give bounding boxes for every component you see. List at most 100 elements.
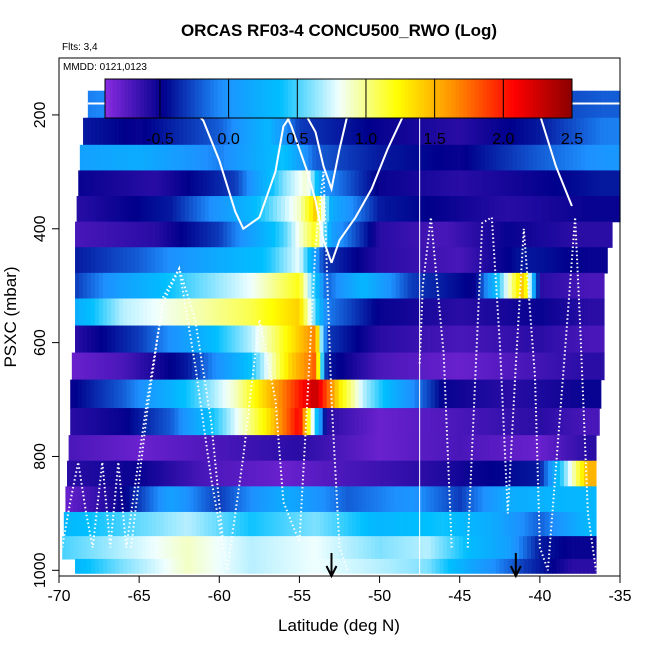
heatmap-cell — [188, 352, 193, 381]
colorbar-swatch — [396, 79, 402, 118]
heatmap-cell — [523, 221, 529, 248]
heatmap-cell — [114, 536, 119, 560]
heatmap-cell — [398, 408, 404, 436]
heatmap-cell — [467, 117, 473, 146]
heatmap-cell — [139, 325, 144, 354]
heatmap-cell — [328, 511, 333, 537]
x-tick-label: -50 — [368, 588, 391, 605]
heatmap-cell — [595, 298, 601, 327]
heatmap-cell — [467, 558, 473, 574]
heatmap-cell — [392, 511, 398, 537]
heatmap-cell — [199, 298, 204, 327]
heatmap-cell — [460, 511, 466, 537]
heatmap-cell — [579, 408, 584, 436]
heatmap-cell — [277, 486, 283, 513]
heatmap-cell — [125, 486, 131, 513]
heatmap-cell — [228, 352, 233, 381]
heatmap-cell — [578, 486, 583, 513]
heatmap-cell — [437, 196, 442, 223]
heatmap-cell — [575, 247, 581, 274]
heatmap-cell — [599, 170, 604, 197]
colorbar-swatch — [494, 79, 499, 118]
heatmap-cell — [170, 408, 176, 436]
heatmap-cell — [535, 408, 540, 436]
colorbar-swatch — [373, 79, 378, 118]
heatmap-cell — [545, 196, 551, 223]
heatmap-cell — [218, 170, 224, 197]
heatmap-cell — [354, 536, 360, 560]
heatmap-cell — [583, 170, 588, 197]
heatmap-cell — [199, 325, 204, 354]
heatmap-cell — [116, 435, 122, 462]
heatmap-cell — [575, 117, 581, 146]
heatmap-cell — [184, 511, 189, 537]
heatmap-cell — [168, 196, 174, 223]
heatmap-cell — [99, 272, 104, 300]
heatmap-cell — [179, 460, 184, 487]
heatmap-cell — [255, 298, 260, 327]
heatmap-cell — [364, 352, 369, 381]
heatmap-cell — [543, 536, 548, 560]
plot-frame — [58, 57, 621, 577]
heatmap-cell — [63, 511, 69, 537]
heatmap-cell — [219, 298, 224, 327]
heatmap-cell — [302, 379, 308, 409]
heatmap-cell — [470, 379, 476, 409]
heatmap-cell — [95, 511, 101, 537]
heatmap-cell — [595, 379, 600, 409]
heatmap-cell — [231, 247, 236, 274]
colorbar-swatch — [210, 79, 215, 118]
heatmap-cell — [524, 352, 530, 381]
heatmap-cell — [211, 558, 216, 574]
heatmap-cell — [515, 379, 520, 409]
heatmap-cell — [608, 90, 614, 119]
heatmap-cell — [321, 486, 327, 513]
heatmap-cell — [363, 558, 369, 574]
heatmap-cell — [115, 272, 120, 300]
heatmap-cell — [353, 486, 359, 513]
heatmap-cell — [332, 511, 337, 537]
heatmap-cell — [474, 408, 480, 436]
heatmap-cell — [393, 435, 398, 462]
heatmap-cell — [119, 460, 124, 487]
heatmap-cell — [333, 196, 338, 223]
colorbar-swatch — [287, 79, 293, 118]
heatmap-cell — [418, 486, 423, 513]
heatmap-cell — [324, 511, 329, 537]
heatmap-cell — [551, 221, 557, 248]
heatmap-cell — [216, 196, 222, 223]
heatmap-cell — [310, 408, 316, 436]
heatmap-cell — [151, 247, 156, 274]
heatmap-cell — [591, 408, 596, 436]
heatmap-cell — [557, 435, 563, 462]
heatmap-cell — [239, 221, 244, 248]
heatmap-cell — [91, 460, 96, 487]
heatmap-cell — [128, 196, 134, 223]
heatmap-cell — [140, 196, 146, 223]
heatmap-cell — [258, 170, 264, 197]
heatmap-cell — [276, 196, 282, 223]
heatmap-cell — [315, 558, 321, 574]
heatmap-cell — [473, 196, 478, 223]
heatmap-cell — [275, 325, 280, 354]
heatmap-cell — [405, 196, 410, 223]
heatmap-cell — [548, 511, 554, 537]
heatmap-cell — [345, 196, 350, 223]
heatmap-cell — [293, 435, 298, 462]
heatmap-cell — [224, 144, 229, 172]
heatmap-cell — [447, 460, 453, 487]
heatmap-cell — [271, 460, 276, 487]
heatmap-cell — [151, 352, 157, 381]
colorbar-swatch — [140, 79, 145, 118]
colorbar-swatch — [186, 79, 192, 118]
colorbar-swatch — [361, 79, 367, 118]
heatmap-cell — [391, 460, 397, 487]
heatmap-cell — [363, 221, 369, 248]
heatmap-cell — [517, 435, 523, 462]
heatmap-cell — [331, 117, 337, 146]
heatmap-cell — [415, 298, 421, 327]
heatmap-cell — [515, 408, 520, 436]
colorbar-swatch — [105, 79, 110, 118]
heatmap-cell — [499, 298, 505, 327]
heatmap-cell — [540, 511, 546, 537]
